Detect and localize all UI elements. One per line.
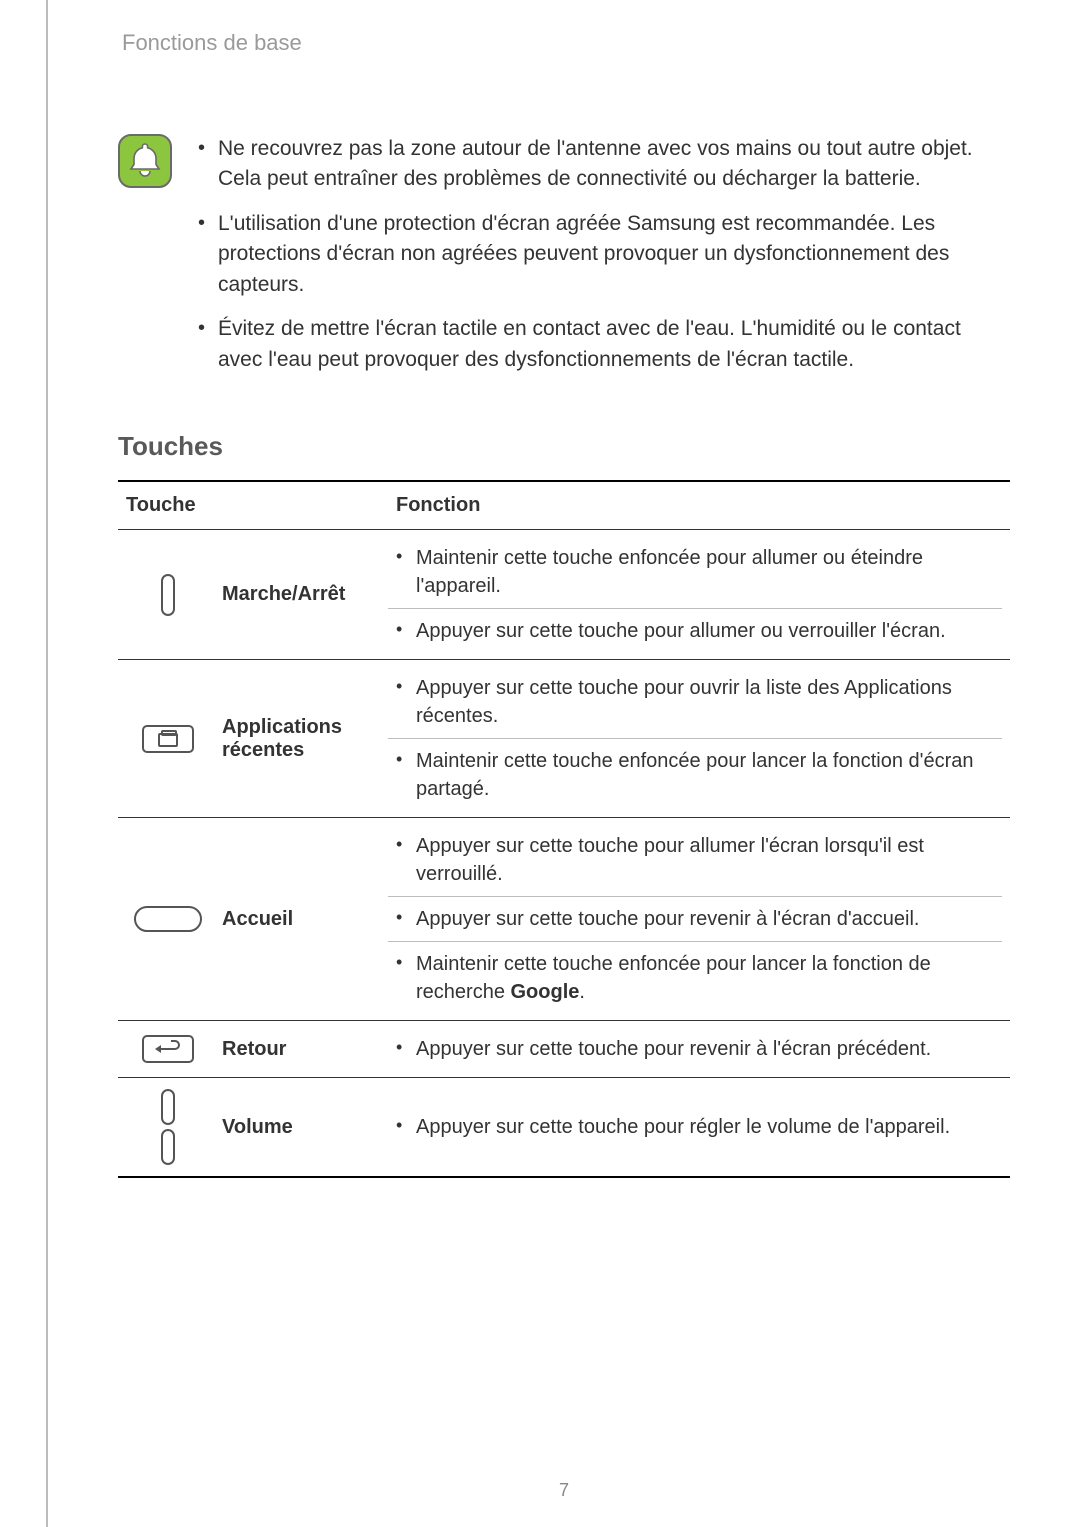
table-row: Accueil Appuyer sur cette touche pour al…: [118, 818, 1010, 1021]
key-label: Retour: [218, 1021, 388, 1078]
key-icon-cell: [118, 530, 218, 660]
info-bullet: L'utilisation d'une protection d'écran a…: [194, 209, 1010, 300]
function-text: .: [579, 981, 585, 1003]
back-key-icon: [141, 1034, 195, 1064]
key-functions: Appuyer sur cette touche pour ouvrir la …: [388, 660, 1010, 818]
table-row: Volume Appuyer sur cette touche pour rég…: [118, 1078, 1010, 1178]
page-number: 7: [48, 1480, 1080, 1501]
function-item: Maintenir cette touche enfoncée pour lan…: [388, 941, 1002, 1014]
key-functions: Appuyer sur cette touche pour revenir à …: [388, 1021, 1010, 1078]
function-item: Appuyer sur cette touche pour régler le …: [388, 1105, 1002, 1149]
key-functions: Maintenir cette touche enfoncée pour all…: [388, 530, 1010, 660]
key-icon-cell: [118, 1078, 218, 1178]
function-item: Appuyer sur cette touche pour allumer ou…: [388, 608, 1002, 653]
function-item: Appuyer sur cette touche pour revenir à …: [388, 1027, 1002, 1071]
info-bullet: Ne recouvrez pas la zone autour de l'ant…: [194, 134, 1010, 195]
table-header-key: Touche: [118, 481, 388, 530]
table-row: Marche/Arrêt Maintenir cette touche enfo…: [118, 530, 1010, 660]
page: Fonctions de base Ne recouvrez pas la zo…: [46, 0, 1080, 1527]
key-icon-cell: [118, 1021, 218, 1078]
volume-key-icon: [158, 1088, 178, 1166]
table-row: Applications récentes Appuyer sur cette …: [118, 660, 1010, 818]
function-item: Appuyer sur cette touche pour ouvrir la …: [388, 666, 1002, 738]
key-icon-cell: [118, 660, 218, 818]
table-header-func: Fonction: [388, 481, 1010, 530]
breadcrumb: Fonctions de base: [118, 30, 1010, 74]
function-text: Maintenir cette touche enfoncée pour lan…: [416, 953, 931, 1003]
key-label: Volume: [218, 1078, 388, 1178]
function-item: Appuyer sur cette touche pour allumer l'…: [388, 824, 1002, 896]
info-bullet: Évitez de mettre l'écran tactile en cont…: [194, 314, 1010, 375]
key-label: Applications récentes: [218, 660, 388, 818]
key-label: Accueil: [218, 818, 388, 1021]
power-key-icon: [159, 573, 177, 617]
key-label: Marche/Arrêt: [218, 530, 388, 660]
table-header-row: Touche Fonction: [118, 481, 1010, 530]
keys-table: Touche Fonction Marche/Arrêt Maintenir c…: [118, 480, 1010, 1178]
recents-key-icon: [141, 724, 195, 754]
key-functions: Appuyer sur cette touche pour allumer l'…: [388, 818, 1010, 1021]
function-item: Maintenir cette touche enfoncée pour all…: [388, 536, 1002, 608]
function-item: Appuyer sur cette touche pour revenir à …: [388, 896, 1002, 941]
info-note-block: Ne recouvrez pas la zone autour de l'ant…: [118, 134, 1010, 389]
home-key-icon: [133, 905, 203, 933]
note-bell-icon: [118, 134, 172, 188]
function-bold: Google: [511, 981, 580, 1003]
function-item: Maintenir cette touche enfoncée pour lan…: [388, 738, 1002, 811]
key-icon-cell: [118, 818, 218, 1021]
key-functions: Appuyer sur cette touche pour régler le …: [388, 1078, 1010, 1178]
table-row: Retour Appuyer sur cette touche pour rev…: [118, 1021, 1010, 1078]
section-title: Touches: [118, 431, 1010, 462]
info-bullet-list: Ne recouvrez pas la zone autour de l'ant…: [194, 134, 1010, 389]
